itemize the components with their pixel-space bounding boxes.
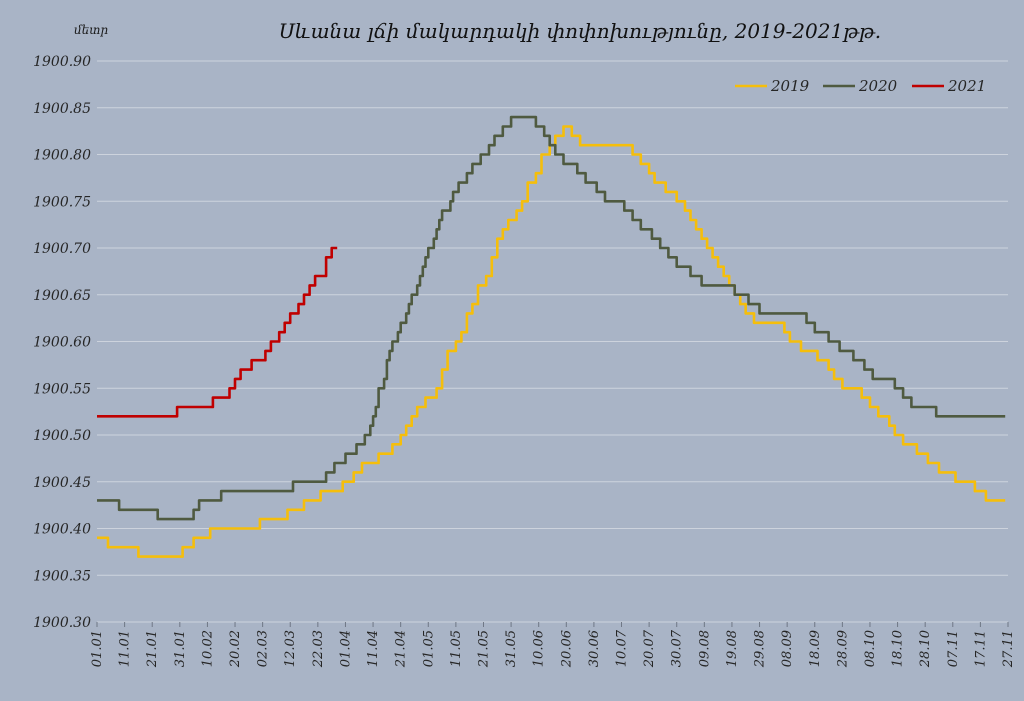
x-tick-label: 12.03 [283,630,298,667]
x-tick-label: 27.11 [1001,630,1016,668]
series-line-2019 [97,125,1006,558]
x-tick-label: 29.08 [753,630,768,668]
y-tick-label: 1900.70 [33,241,91,257]
x-tick-label: 10.07 [615,629,630,667]
y-tick-label: 1900.40 [33,522,91,538]
x-tick-label: 01.05 [421,630,436,667]
x-tick-label: 11.05 [449,630,464,667]
x-tick-label: 17.11 [973,630,988,667]
x-tick-label: 20.07 [642,629,657,668]
legend: 2019 2020 2021 [735,77,986,95]
x-tick-label: 21.01 [145,630,160,668]
x-axis-ticks: 01.01 11.01 21.01 31.01 10.02 20.02 02.03 12.03… [90,622,1016,668]
legend-label-2021: 2021 [947,77,986,95]
x-tick-label: 10.06 [532,630,547,667]
x-tick-label: 01.01 [90,630,105,667]
x-tick-label: 31.01 [173,630,188,667]
series-line-2020 [97,115,1006,521]
y-tick-label: 1900.55 [33,381,91,397]
y-tick-label: 1900.85 [33,101,91,117]
x-tick-label: 22.03 [311,630,326,668]
x-tick-label: 11.04 [366,630,381,667]
chart-title: Սևանա լճի մակարդակի փոփոխությունը, 2019-… [279,19,881,43]
y-tick-label: 1900.60 [33,335,91,351]
x-tick-label: 09.08 [697,630,712,667]
x-tick-label: 18.10 [891,630,906,667]
x-tick-label: 07.11 [946,630,961,667]
x-tick-label: 31.05 [504,630,519,667]
y-axis-unit-label: մետր [74,23,108,37]
y-tick-label: 1900.65 [33,288,91,304]
y-tick-label: 1900.90 [33,54,91,70]
x-tick-label: 20.06 [559,630,574,668]
legend-label-2020: 2020 [858,77,898,95]
x-tick-label: 20.02 [228,630,243,668]
x-tick-label: 11.01 [118,630,133,667]
series-line-2021 [97,246,338,418]
y-tick-label: 1900.50 [33,428,91,444]
y-axis-ticks: 1900.90 1900.85 1900.80 1900.75 1900.70 1900.… [33,54,91,631]
y-tick-label: 1900.35 [33,568,91,584]
x-tick-label: 08.09 [780,630,795,667]
x-tick-label: 10.02 [200,630,215,667]
x-tick-label: 28.10 [918,630,933,668]
x-tick-label: 30.07 [670,629,685,667]
y-tick-label: 1900.75 [33,194,91,210]
x-tick-label: 21.04 [394,630,409,668]
y-tick-label: 1900.80 [33,148,91,164]
y-tick-label: 1900.45 [33,475,91,491]
x-tick-label: 21.05 [476,630,491,668]
x-tick-label: 19.08 [725,630,740,667]
legend-label-2019: 2019 [770,77,810,95]
x-tick-label: 08.10 [863,630,878,667]
x-tick-label: 18.09 [808,630,823,667]
x-tick-label: 30.06 [587,630,602,667]
x-tick-label: 28.09 [835,630,850,668]
series-lines [97,115,1006,558]
x-tick-label: 01.04 [338,630,353,667]
y-tick-label: 1900.30 [33,615,91,631]
x-tick-label: 02.03 [256,630,271,667]
